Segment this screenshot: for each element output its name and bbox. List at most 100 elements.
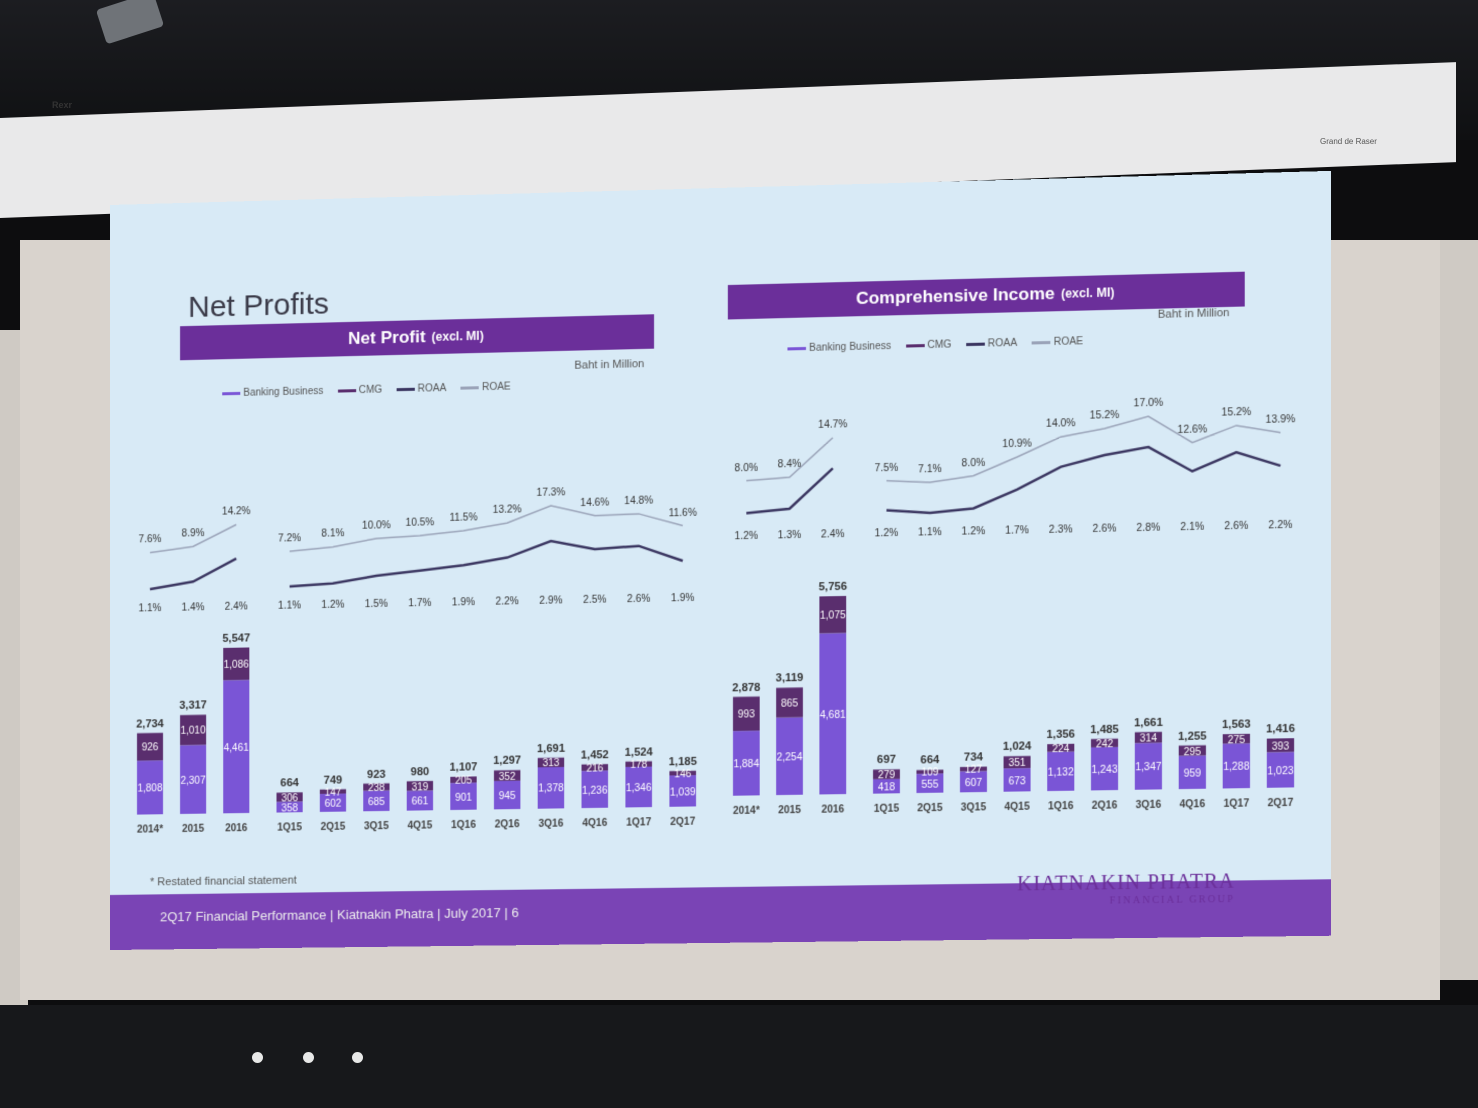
data-label-cmg: 275 — [1228, 735, 1246, 747]
data-label-total: 3,119 — [776, 672, 804, 685]
legend-label: ROAE — [482, 381, 511, 393]
data-label-roae: 17.3% — [537, 487, 566, 499]
data-label-roaa: 1.4% — [182, 602, 205, 613]
data-label-banking-business: 2,307 — [181, 775, 207, 786]
data-label-cmg: 393 — [1272, 741, 1290, 753]
data-label-total: 1,563 — [1222, 718, 1251, 731]
data-label-cmg: 146 — [674, 769, 692, 780]
net-profit-title-suffix: (excl. MI) — [432, 329, 484, 344]
data-label-roaa: 1.7% — [1005, 525, 1029, 537]
data-label-roaa: 2.4% — [821, 529, 845, 541]
data-label-total: 1,416 — [1266, 723, 1295, 736]
data-label-total: 5,756 — [819, 581, 847, 594]
floor — [0, 1005, 1478, 1108]
comprehensive-income-title-suffix: (excl. MI) — [1061, 285, 1115, 301]
data-label-banking-business: 1,236 — [582, 785, 608, 797]
data-label-roaa: 1.1% — [918, 527, 942, 539]
data-label-roae: 14.8% — [624, 495, 653, 507]
x-tick-label: 2Q16 — [1092, 800, 1118, 812]
data-label-roae: 8.4% — [778, 459, 802, 471]
data-label-cmg: 109 — [921, 768, 939, 779]
x-tick-label: 2Q17 — [670, 817, 695, 829]
x-tick-label: 1Q17 — [1224, 798, 1250, 810]
line-roaa — [746, 468, 832, 513]
data-label-cmg: 238 — [368, 783, 385, 794]
data-label-cmg: 306 — [281, 793, 298, 804]
data-label-banking-business: 1,347 — [1135, 762, 1162, 774]
projected-slide: Net Profits Net Profit (excl. MI) Compre… — [110, 171, 1331, 950]
data-label-banking-business: 1,346 — [626, 783, 652, 795]
line-roaa — [886, 444, 1280, 514]
data-label-banking-business: 901 — [455, 792, 472, 803]
data-label-total: 1,691 — [537, 742, 565, 755]
legend-item: ROAA — [396, 383, 446, 395]
data-label-total: 980 — [411, 766, 430, 778]
legend-item: Banking Business — [787, 341, 891, 355]
data-label-total: 5,547 — [222, 632, 250, 645]
x-tick-label: 2Q17 — [1268, 798, 1294, 810]
legend-label: CMG — [359, 384, 383, 396]
data-label-cmg: 205 — [455, 776, 472, 787]
legend-swatch — [461, 386, 479, 389]
data-label-total: 749 — [324, 774, 342, 786]
data-label-roaa: 2.2% — [496, 596, 519, 608]
legend-item: CMG — [906, 339, 952, 351]
legend-label: ROAA — [418, 383, 447, 395]
legend-swatch — [1032, 341, 1051, 345]
legend-item: ROAA — [966, 338, 1017, 350]
data-label-banking-business: 1,808 — [137, 783, 162, 794]
data-label-banking-business: 2,254 — [777, 752, 803, 764]
x-tick-label: 2Q16 — [495, 819, 520, 830]
x-tick-label: 1Q16 — [1048, 801, 1074, 813]
data-label-roaa: 1.2% — [962, 526, 986, 538]
data-label-roae: 8.1% — [321, 529, 344, 541]
data-label-banking-business: 4,681 — [820, 709, 846, 721]
x-tick-label: 4Q16 — [582, 818, 607, 829]
indicator-dot — [252, 1052, 263, 1063]
unit-label: Baht in Million — [1158, 307, 1230, 321]
data-label-total: 1,107 — [450, 761, 478, 774]
data-label-roaa: 2.8% — [1136, 522, 1160, 534]
unit-label: Baht in Million — [574, 358, 644, 372]
data-label-roaa: 1.1% — [139, 603, 162, 614]
comprehensive-income-chart: 1,884 993 2,878 2014* 2,254 865 3,119 2015 4,681… — [718, 377, 1300, 816]
footnote: * Restated financial statement — [150, 875, 297, 889]
data-label-cmg: 127 — [965, 765, 983, 776]
data-label-total: 734 — [964, 751, 984, 764]
data-label-roaa: 1.5% — [365, 599, 388, 611]
data-label-roae: 11.6% — [669, 507, 697, 519]
data-label-roaa: 1.2% — [735, 531, 759, 543]
data-label-roae: 14.0% — [1046, 418, 1076, 430]
data-label-roaa: 2.6% — [627, 594, 650, 606]
data-label-roae: 17.0% — [1134, 398, 1164, 410]
data-label-cmg: 313 — [542, 758, 559, 769]
data-label-total: 1,024 — [1003, 741, 1032, 754]
data-label-banking-business: 602 — [325, 799, 342, 810]
data-label-banking-business: 1,288 — [1223, 762, 1250, 774]
comprehensive-income-title: Comprehensive Income — [856, 284, 1055, 309]
data-label-banking-business: 555 — [921, 779, 939, 790]
data-label-cmg: 216 — [586, 763, 603, 774]
x-tick-label: 1Q17 — [626, 817, 651, 828]
data-label-banking-business: 1,023 — [1267, 766, 1294, 778]
data-label-roae: 15.2% — [1222, 407, 1252, 419]
data-label-banking-business: 945 — [499, 791, 516, 802]
data-label-roae: 7.1% — [918, 464, 942, 476]
data-label-roaa: 1.1% — [278, 600, 301, 611]
data-label-banking-business: 418 — [878, 782, 896, 793]
x-tick-label: 4Q15 — [1004, 802, 1030, 814]
legend: Banking Business CMG ROAA ROAE — [222, 381, 511, 399]
data-label-roaa: 2.4% — [225, 601, 248, 612]
line-roaa — [150, 559, 236, 590]
data-label-roae: 11.5% — [450, 512, 478, 524]
data-label-total: 1,255 — [1178, 730, 1207, 743]
data-label-cmg: 926 — [142, 743, 159, 754]
line-roae — [886, 413, 1280, 483]
data-label-roae: 10.9% — [1002, 438, 1032, 450]
x-tick-label: 2016 — [821, 804, 844, 816]
data-label-roae: 13.2% — [493, 504, 522, 516]
data-label-roaa: 2.3% — [1049, 524, 1073, 536]
data-label-total: 1,661 — [1134, 716, 1163, 729]
x-tick-label: 2015 — [778, 805, 801, 816]
legend-swatch — [337, 389, 355, 392]
